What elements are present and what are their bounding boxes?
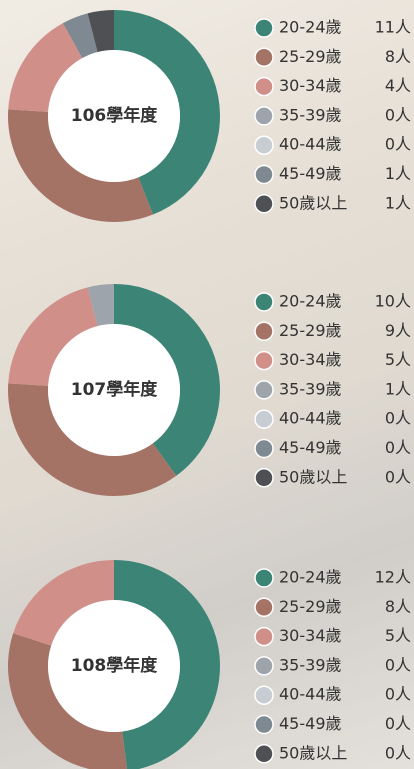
legend-swatch	[255, 48, 273, 66]
chart-title: 107學年度	[71, 379, 158, 400]
legend-swatch	[255, 166, 273, 184]
legend-swatch	[255, 322, 273, 340]
legend-label: 30-34歲	[279, 76, 342, 95]
legend-swatch	[255, 469, 273, 487]
legend-value: 1人	[385, 164, 411, 183]
legend-value: 1人	[385, 193, 411, 212]
legend-value: 8人	[385, 47, 411, 66]
legend-label: 35-39歲	[279, 105, 342, 124]
legend-value: 0人	[385, 135, 411, 154]
legend-swatch	[255, 628, 273, 646]
legend-value: 9人	[385, 321, 411, 340]
legend-swatch	[255, 745, 273, 763]
legend-label: 40-44歲	[279, 409, 342, 428]
legend-label: 20-24歲	[279, 292, 342, 311]
legend-value: 0人	[385, 409, 411, 428]
legend-swatch	[255, 598, 273, 616]
legend-swatch	[255, 686, 273, 704]
screen: 106學年度 20-24歲 11人 25-29歲 8人 30-34歲 4人 35-39歲 0人 4…	[0, 0, 414, 769]
legend-label: 50歲以上	[279, 743, 347, 762]
legend-value: 0人	[385, 714, 411, 733]
legend-value: 0人	[385, 743, 411, 762]
legend-value: 0人	[385, 685, 411, 704]
legend-swatch	[255, 107, 273, 125]
legend-value: 0人	[385, 655, 411, 674]
legend-swatch	[255, 716, 273, 734]
legend-value: 11人	[375, 18, 411, 37]
legend-value: 8人	[385, 597, 411, 616]
legend-swatch	[255, 136, 273, 154]
legend-label: 50歲以上	[279, 467, 347, 486]
legend-label: 30-34歲	[279, 350, 342, 369]
legend-label: 50歲以上	[279, 193, 347, 212]
legend-swatch	[255, 78, 273, 96]
legend-swatch	[255, 410, 273, 428]
legend-swatch	[255, 440, 273, 458]
legend-value: 4人	[385, 76, 411, 95]
legend-swatch	[255, 293, 273, 311]
legend-label: 30-34歲	[279, 626, 342, 645]
legend-label: 45-49歲	[279, 438, 342, 457]
legend-value: 12人	[375, 568, 411, 587]
legend-label: 40-44歲	[279, 685, 342, 704]
legend-swatch	[255, 381, 273, 399]
legend-label: 25-29歲	[279, 47, 342, 66]
legend-label: 40-44歲	[279, 135, 342, 154]
legend-label: 20-24歲	[279, 568, 342, 587]
chart-title: 108學年度	[71, 655, 158, 676]
legend-value: 10人	[375, 292, 411, 311]
legend-value: 0人	[385, 438, 411, 457]
legend-value: 5人	[385, 350, 411, 369]
legend-swatch	[255, 352, 273, 370]
legend-label: 45-49歲	[279, 164, 342, 183]
legend-label: 20-24歲	[279, 18, 342, 37]
legend-value: 0人	[385, 105, 411, 124]
legend-value: 1人	[385, 379, 411, 398]
legend-value: 0人	[385, 467, 411, 486]
legend-swatch	[255, 19, 273, 37]
legend-swatch	[255, 195, 273, 213]
chart-title: 106學年度	[71, 105, 158, 126]
legend-label: 25-29歲	[279, 321, 342, 340]
legend-label: 35-39歲	[279, 379, 342, 398]
legend-label: 35-39歲	[279, 655, 342, 674]
legend-label: 25-29歲	[279, 597, 342, 616]
legend-swatch	[255, 657, 273, 675]
legend-swatch	[255, 569, 273, 587]
legend-value: 5人	[385, 626, 411, 645]
legend-label: 45-49歲	[279, 714, 342, 733]
